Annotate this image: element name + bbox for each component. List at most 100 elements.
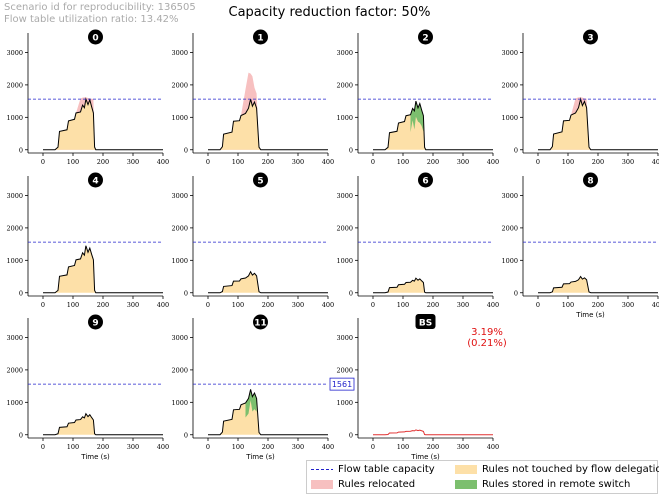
legend-remote-label: Rules stored in remote switch [482,479,631,490]
scenario-id-text: Scenario id for reproducibility: 136505 [4,2,196,13]
y-tick-label: 0 [514,289,518,297]
capacity-value-label: 1561 [332,380,352,389]
y-tick-label: 0 [349,431,353,439]
y-tick-label: 1000 [171,399,188,407]
panel-label: 2 [422,34,428,44]
total-rules-line [208,99,328,151]
panel-badge [415,314,436,329]
y-tick-label: 2000 [6,224,23,232]
x-tick-label: 400 [487,443,499,451]
x-tick-label: 200 [262,301,274,309]
x-tick-label: 400 [322,443,334,451]
y-tick-label: 0 [19,289,23,297]
x-tick-label: 300 [457,443,469,451]
y-tick-label: 3000 [6,192,23,200]
total-rules-line [538,97,658,151]
subplot-1: 0 1000 2000 3000 0 100 200 300 400 1 [171,29,334,166]
total-rules-line [373,100,493,151]
panel-badge [88,29,103,45]
subplot-11: 0 1000 2000 3000 0 100 200 300 400 Time (s) 11 1561 [171,314,355,460]
y-tick-label: 2000 [501,224,518,232]
x-tick-label: 100 [562,158,574,166]
y-tick-label: 1000 [336,399,353,407]
x-axis-label: Time (s) [80,453,110,460]
x-tick-label: 300 [457,158,469,166]
y-tick-label: 1000 [336,257,353,265]
x-tick-label: 0 [536,158,540,166]
y-tick-label: 2000 [6,366,23,374]
panel-label: 4 [92,177,98,187]
x-tick-label: 200 [262,443,274,451]
panel-badge [88,172,103,188]
x-tick-label: 100 [397,301,409,309]
y-tick-label: 1000 [501,257,518,265]
x-tick-label: 0 [206,158,210,166]
x-tick-label: 0 [206,301,210,309]
x-tick-label: 300 [292,158,304,166]
not-touched-area [373,101,493,150]
bs-percentage: 3.19% [471,327,503,338]
y-tick-label: 3000 [501,192,518,200]
not-touched-area [208,271,328,293]
x-tick-label: 300 [292,443,304,451]
panel-badge [253,172,268,188]
subplot-BS: 0 1000 2000 3000 0 100 200 300 400 Time (s) BS 3.19… [336,314,507,460]
y-tick-label: 3000 [171,192,188,200]
y-tick-label: 0 [19,146,23,154]
x-tick-label: 300 [622,301,634,309]
x-tick-label: 100 [232,443,244,451]
y-tick-label: 3000 [171,334,188,342]
x-tick-label: 100 [232,301,244,309]
panel-label: 11 [254,319,267,329]
y-tick-label: 0 [184,431,188,439]
panel-label: 3 [587,34,593,44]
x-tick-label: 400 [157,158,169,166]
legend-remote: Rules stored in remote switch [455,479,630,490]
x-axis-label: Time (s) [410,453,440,460]
subplot-5: 0 1000 2000 3000 0 100 200 300 400 5 [171,172,334,309]
x-tick-label: 400 [487,301,499,309]
y-tick-label: 3000 [6,49,23,57]
x-tick-label: 100 [67,443,79,451]
not-touched-area [373,278,493,293]
y-tick-label: 3000 [6,334,23,342]
x-tick-label: 300 [127,158,139,166]
utilization-ratio-text: Flow table utilization ratio: 13.42% [4,14,179,25]
legend-relocated-swatch [311,480,333,489]
x-tick-label: 400 [322,301,334,309]
y-tick-label: 2000 [171,224,188,232]
legend-not-touched-swatch [455,465,477,474]
panel-label: 1 [257,34,263,44]
not-touched-area [208,99,328,150]
legend-capacity-swatch [311,469,333,470]
x-tick-label: 400 [157,301,169,309]
legend-not-touched-label: Rules not touched by flow delegation [482,464,659,475]
legend-relocated-label: Rules relocated [338,479,416,490]
y-tick-label: 2000 [336,81,353,89]
panel-label: 9 [92,319,98,329]
x-tick-label: 0 [371,443,375,451]
panel-badge [253,29,268,45]
y-tick-label: 1000 [501,114,518,122]
x-tick-label: 100 [397,158,409,166]
panel-label: 6 [422,177,428,187]
x-tick-label: 0 [41,443,45,451]
x-tick-label: 0 [206,443,210,451]
legend-not-touched: Rules not touched by flow delegation [455,464,659,475]
subplot-2: 0 1000 2000 3000 0 100 200 300 400 2 [336,29,499,166]
x-tick-label: 0 [41,158,45,166]
x-tick-label: 100 [232,158,244,166]
chart-title: Capacity reduction factor: 50% [228,5,431,20]
remote-area [245,389,257,418]
subplot-6: 0 1000 2000 3000 0 100 200 300 400 6 [336,172,499,309]
x-tick-label: 400 [322,158,334,166]
y-tick-label: 0 [184,289,188,297]
subplot-9: 0 1000 2000 3000 0 100 200 300 400 Time (s) 9 [6,314,169,460]
bs-percentage-sub: (0.21%) [467,338,507,349]
not-touched-area [43,99,163,150]
x-tick-label: 400 [652,301,659,309]
x-tick-label: 400 [157,443,169,451]
x-axis-label: Time (s) [575,311,605,319]
x-tick-label: 200 [592,301,604,309]
panel-badge [418,29,433,45]
